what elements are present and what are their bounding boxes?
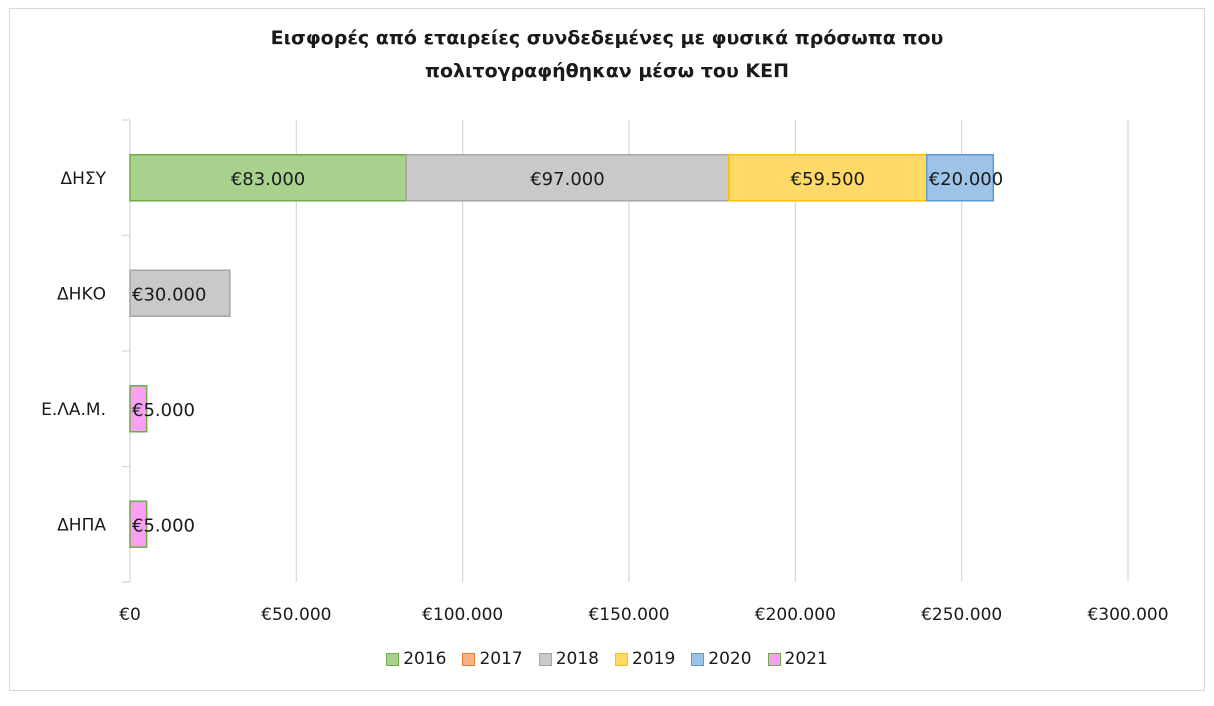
legend-swatch: [691, 652, 705, 666]
x-tick-label: €0: [119, 605, 141, 625]
legend-label: 2016: [403, 649, 447, 669]
legend-label: 2020: [708, 649, 752, 669]
bar-segment: [129, 269, 231, 317]
chart-title-line-1: Εισφορές από εταιρείες συνδεδεμένες με φ…: [270, 27, 944, 49]
x-tick-label: €200.000: [755, 605, 836, 625]
legend-item: 2016: [386, 649, 446, 669]
y-category-label: Ε.ΛΑ.Μ.: [41, 400, 106, 420]
y-category-label: ΔΗΠΑ: [57, 515, 106, 535]
data-label: €5.000: [132, 400, 195, 421]
x-tick-label: €300.000: [1087, 605, 1168, 625]
y-category-label: ΔΗΣΥ: [60, 169, 106, 189]
legend-label: 2021: [784, 649, 828, 669]
legend-swatch: [615, 652, 628, 666]
bar-segment: [728, 154, 928, 202]
bar-segment: [129, 385, 148, 433]
data-label: €97.000: [530, 169, 604, 190]
chart-title: Εισφορές από εταιρείες συνδεδεμένες με φ…: [0, 22, 1214, 88]
data-label: €20.000: [929, 169, 1003, 190]
legend-item: 2017: [462, 649, 523, 669]
y-category-label: ΔΗΚΟ: [57, 284, 106, 304]
legend-item: 2020: [691, 649, 752, 669]
data-label: €30.000: [132, 284, 206, 305]
legend-item: 2018: [538, 649, 599, 669]
chart-title-line-2: πολιτογραφήθηκαν μέσω του ΚΕΠ: [424, 60, 790, 82]
legend-item: 2019: [615, 649, 675, 669]
legend-swatch: [462, 652, 476, 666]
bar-segment: [925, 154, 995, 202]
data-label: €5.000: [132, 515, 195, 536]
legend-label: 2018: [555, 649, 599, 669]
x-tick-label: €150.000: [588, 605, 669, 625]
legend-label: 2017: [479, 649, 523, 669]
bar-segment: [405, 154, 730, 202]
x-tick-label: €100.000: [422, 605, 503, 625]
bar-segment: [129, 500, 148, 548]
chart-frame: [9, 8, 1205, 691]
legend-swatch: [767, 652, 781, 666]
chart-legend: 2016 2017 2018 2019 2020 2021: [0, 649, 1214, 669]
legend-label: 2019: [632, 649, 676, 669]
data-label: €59.500: [791, 169, 865, 190]
legend-swatch: [538, 652, 552, 666]
data-label: €83.000: [231, 169, 305, 190]
legend-item: 2021: [767, 649, 828, 669]
x-tick-label: €250.000: [921, 605, 1002, 625]
x-tick-label: €50.000: [261, 605, 331, 625]
legend-swatch: [386, 652, 400, 666]
